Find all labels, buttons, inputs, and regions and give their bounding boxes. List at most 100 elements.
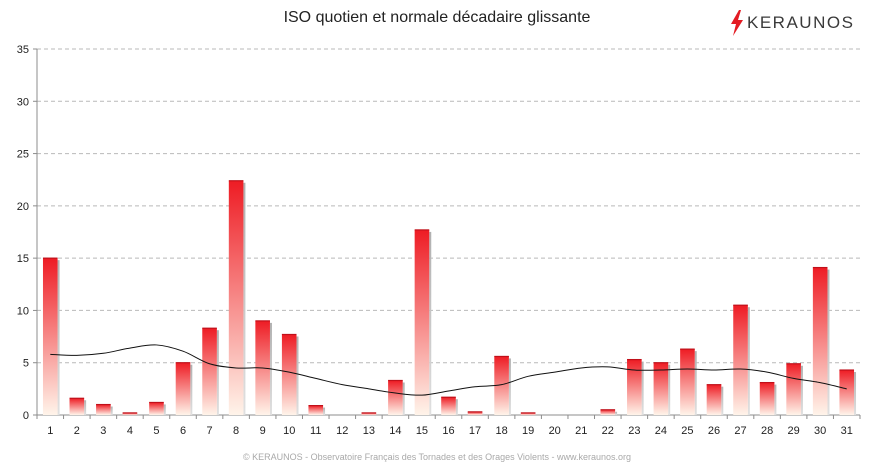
bar (281, 333, 299, 415)
bar (361, 412, 379, 415)
bar-face (600, 409, 616, 415)
bar-side (323, 407, 326, 415)
bar-face (308, 405, 324, 415)
bar (733, 304, 750, 415)
bar-side (110, 406, 113, 415)
bar-side (800, 365, 803, 415)
bar-face (839, 370, 855, 415)
bar-face (733, 305, 748, 415)
bar-series (42, 180, 857, 415)
x-tick-label: 10 (283, 425, 295, 437)
bar-side (84, 400, 87, 415)
y-tick-label: 30 (17, 96, 29, 108)
bar-side (429, 231, 432, 415)
x-tick-label: 13 (363, 425, 375, 437)
bar (600, 409, 618, 415)
x-tick-label: 26 (708, 425, 720, 437)
bar-face (467, 411, 483, 415)
bar-face (706, 384, 722, 415)
bar-face (69, 398, 85, 415)
x-tick-label: 14 (389, 425, 401, 437)
bar (308, 404, 326, 415)
y-tick-label: 0 (23, 410, 29, 422)
x-tick-label: 23 (628, 425, 640, 437)
y-tick-label: 20 (17, 201, 29, 213)
bar-side (57, 260, 60, 415)
y-tick-label: 15 (17, 253, 29, 265)
bar (520, 412, 538, 415)
x-tick-label: 31 (841, 425, 853, 437)
bar (441, 396, 458, 415)
bar (786, 363, 803, 415)
bar-face (122, 412, 138, 415)
bar-face (786, 363, 801, 415)
bar-face (520, 412, 536, 415)
bar-face (653, 362, 669, 415)
x-tick-label: 17 (469, 425, 481, 437)
bar-side (721, 386, 724, 415)
x-tick-label: 30 (814, 425, 826, 437)
normal-line-series (50, 344, 847, 396)
bar (494, 355, 511, 415)
bar-face (388, 380, 403, 415)
x-tick-label: 8 (233, 425, 239, 437)
x-tick-label: 20 (549, 425, 561, 437)
logo-text: KERAUNOS (747, 13, 855, 32)
x-tick-label: 18 (495, 425, 507, 437)
bar-face (680, 349, 695, 415)
x-tick-label: 6 (180, 425, 186, 437)
bar-side (402, 382, 405, 415)
x-tick-label: 7 (207, 425, 213, 437)
bar-face (494, 356, 509, 415)
bar-side (694, 351, 697, 415)
x-tick-label: 16 (442, 425, 454, 437)
x-tick-label: 22 (602, 425, 614, 437)
bar (680, 348, 697, 415)
bar (96, 403, 113, 415)
bar (388, 379, 405, 415)
x-tick-label: 3 (100, 425, 106, 437)
normal-line (50, 344, 847, 396)
x-tick-label: 27 (734, 425, 746, 437)
bar-side (296, 336, 299, 415)
chart-title: ISO quotien et normale décadaire glissan… (283, 9, 591, 26)
keraunos-logo: KERAUNOS (730, 10, 870, 36)
y-tick-label: 35 (17, 44, 29, 56)
x-tick-label: 5 (153, 425, 159, 437)
bar (653, 362, 671, 415)
bar-face (812, 267, 828, 415)
y-tick-label: 10 (17, 305, 29, 317)
y-tick-label: 5 (23, 358, 29, 370)
bar-side (190, 364, 193, 415)
bar-side (243, 182, 246, 415)
bar-face (441, 397, 456, 415)
x-tick-label: 9 (260, 425, 266, 437)
bar (175, 362, 193, 415)
bar (812, 266, 830, 415)
bar (627, 358, 644, 415)
bar-side (774, 384, 777, 415)
x-tick-label: 28 (761, 425, 773, 437)
bar-face (96, 404, 111, 415)
x-tick-label: 12 (336, 425, 348, 437)
bar-side (854, 372, 857, 415)
bar (414, 229, 432, 415)
bar (202, 327, 219, 415)
footer-credit: © KERAUNOS - Observatoire Français des T… (243, 452, 631, 462)
bar (759, 381, 777, 415)
bar (149, 401, 166, 415)
x-tick-label: 21 (575, 425, 587, 437)
bar (467, 411, 485, 415)
bar-side (615, 411, 618, 415)
x-tick-label: 11 (310, 425, 321, 437)
y-tick-labels: 0 5 10 15 20 25 30 35 (17, 44, 29, 422)
bar-face (281, 334, 297, 415)
x-tick-label: 15 (416, 425, 428, 437)
bar (706, 384, 724, 415)
bar-side (216, 330, 219, 415)
bar-side (747, 307, 750, 415)
bar-face (42, 258, 58, 415)
bar-face (202, 328, 217, 415)
bar-side (482, 413, 485, 415)
